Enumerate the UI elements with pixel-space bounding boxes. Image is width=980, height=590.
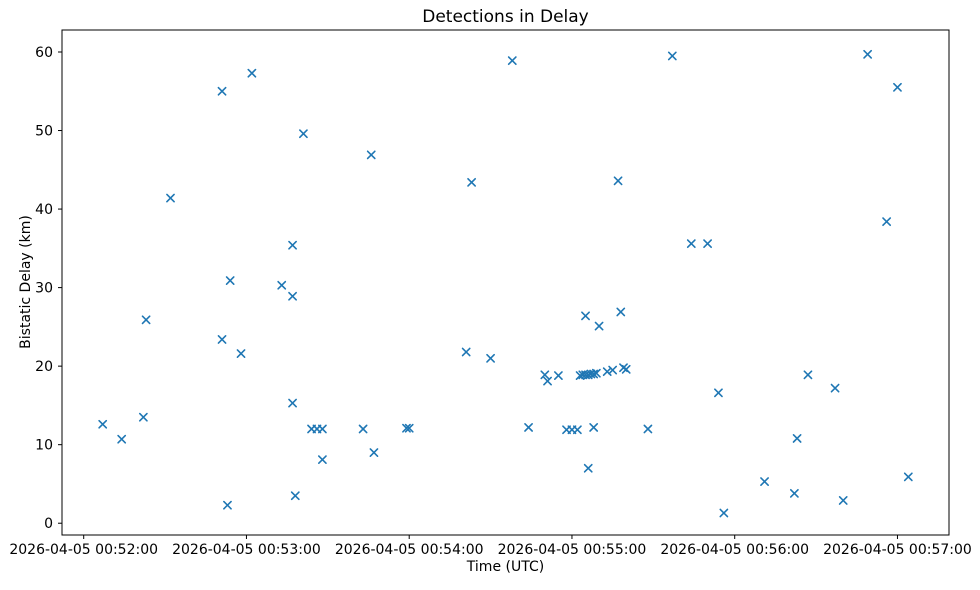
scatter-point [369,448,379,457]
scatter-point [217,86,227,96]
scatter-point [543,376,552,386]
scatter-point [166,193,175,203]
scatter-point [589,369,599,379]
scatter-point [589,423,599,432]
y-tick-label: 0 [44,516,53,532]
scatter-point [98,419,108,429]
scatter-point [714,388,723,398]
scatter-point [882,217,892,227]
x-tick-label: 2026-04-05 00:57:00 [823,542,972,558]
scatter-point [903,472,913,482]
scatter-point [217,335,227,344]
scatter-point [594,321,604,331]
scatter-point [863,49,873,59]
x-axis-label: Time (UTC) [466,559,545,575]
y-axis-label: Bistatic Delay (km) [18,215,34,349]
x-tick-label: 2026-04-05 00:52:00 [9,542,158,558]
y-tick-label: 10 [35,438,53,454]
x-tick-label: 2026-04-05 00:53:00 [172,542,321,558]
scatter-point [792,433,802,443]
scatter-point [581,311,590,321]
y-tick-label: 30 [35,281,53,297]
scatter-point [608,365,618,375]
scatter-point [277,280,287,290]
scatter-point [402,423,411,433]
scatter-point [643,424,653,434]
scatter-point [288,398,297,408]
scatter-point [583,463,593,473]
scatter-point [117,434,127,444]
scatter-point [404,423,414,433]
scatter-point [288,240,297,250]
scatter-point [141,315,151,325]
scatter-point [461,347,471,357]
scatter-point [467,177,476,187]
scatter-point [893,82,902,92]
scatter-point [789,488,799,498]
scatter-point [838,496,848,505]
scatter-point [299,129,308,139]
scatter-point [581,370,590,380]
scatter-point [288,291,297,301]
x-tick-label: 2026-04-05 00:55:00 [498,542,647,558]
scatter-point [507,56,517,66]
scatter-point [225,276,235,285]
scatter-point [575,371,585,380]
scatter-point [602,367,612,377]
scatter-point [318,424,327,434]
scatter-point [553,371,563,380]
scatter-point [613,176,623,186]
scatter-point [803,370,813,380]
y-tick-label: 40 [35,202,53,218]
scatter-point [223,500,232,510]
scatter-point [686,239,696,249]
scatter-point [586,369,596,379]
scatter-point [247,68,257,78]
chart-title: Detections in Delay [422,7,589,27]
scatter-point [236,349,246,358]
y-tick-label: 60 [35,45,53,61]
scatter-point [719,508,729,518]
scatter-point [830,383,840,393]
scatter-point [366,150,376,160]
scatter-point [667,51,677,61]
scatter-point [524,423,533,432]
scatter-point [572,425,582,435]
y-tick-label: 50 [35,124,53,140]
scatter-point [619,363,628,373]
scatter-point [540,370,550,380]
x-tick-label: 2026-04-05 00:54:00 [335,542,484,558]
scatter-point [318,455,327,465]
scatter-point [616,307,626,317]
y-tick-label: 20 [35,359,53,375]
scatter-point [583,370,593,380]
scatter-point [621,364,631,374]
plot-frame [61,29,950,536]
scatter-point [138,412,148,422]
scatter-point [486,353,495,363]
x-tick-label: 2026-04-05 00:56:00 [660,542,809,558]
scatter-point [358,424,368,434]
scatter-point [290,491,300,501]
scatter-point [760,477,769,486]
scatter-point [703,239,712,249]
scatter-point [591,368,601,378]
